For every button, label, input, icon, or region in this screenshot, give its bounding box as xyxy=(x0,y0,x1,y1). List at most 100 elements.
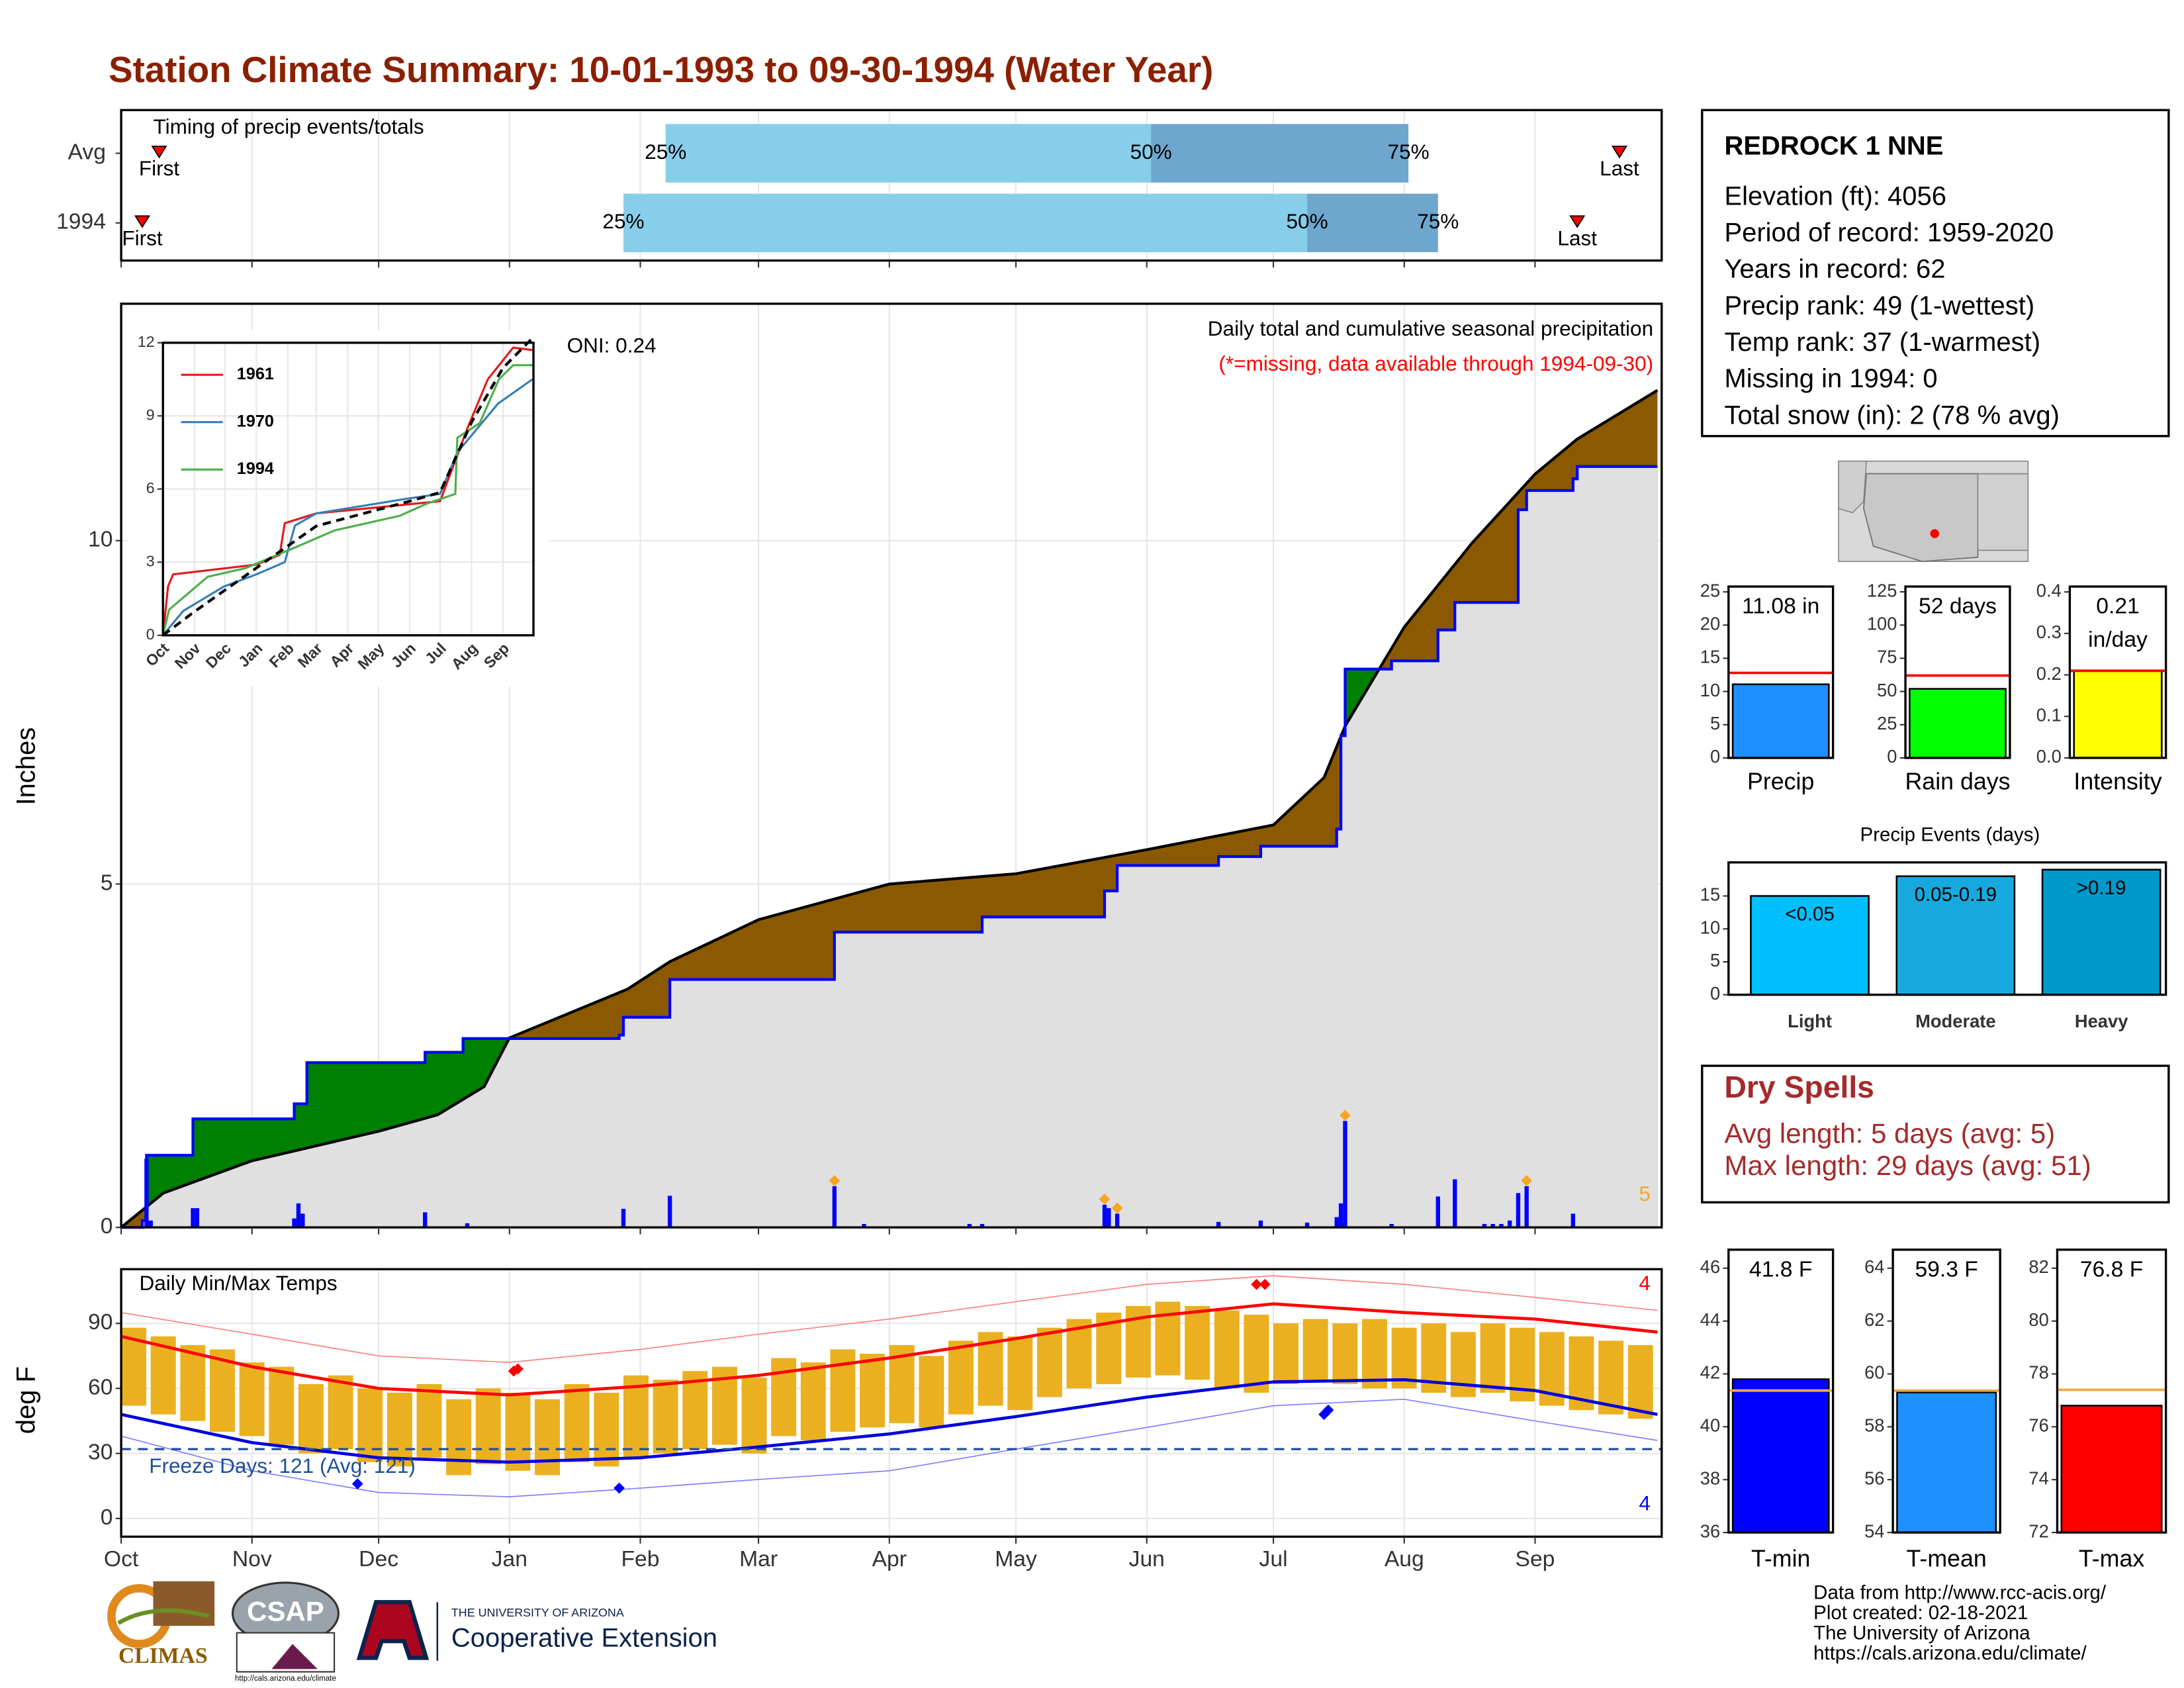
temp-range-bar xyxy=(1036,1327,1062,1397)
y-tick-label: 42 xyxy=(1700,1362,1720,1383)
temp-range-bar xyxy=(682,1371,708,1450)
y-tick-label: 0 xyxy=(146,626,155,643)
temp-range-bar xyxy=(416,1383,442,1458)
y-tick-label: 10 xyxy=(88,528,113,552)
dry-spells-box xyxy=(1701,1064,2170,1203)
temp-range-bar xyxy=(357,1388,383,1462)
point-label: 50% xyxy=(1130,140,1172,164)
temp-range-bar xyxy=(180,1344,206,1421)
station-line: Temp rank: 37 (1-warmest) xyxy=(1724,328,2040,357)
daily-bar xyxy=(191,1208,195,1228)
daily-bar xyxy=(1516,1193,1521,1228)
x-tick-label: Dec xyxy=(359,1547,398,1571)
daily-bar xyxy=(1102,1204,1107,1228)
temp-range-bar xyxy=(1598,1340,1624,1415)
panel-frame xyxy=(120,109,1663,262)
temp-range-bar xyxy=(948,1340,974,1415)
record-high-count: 4 xyxy=(1639,1271,1651,1295)
y-tick-label: 0 xyxy=(1710,983,1720,1004)
annotation: ONI: 0.24 xyxy=(567,333,657,357)
daily-bar xyxy=(979,1223,985,1228)
bin-label: <0.05 xyxy=(1785,904,1835,925)
temp-range-bar xyxy=(475,1388,501,1465)
bar-label: Precip xyxy=(1747,768,1814,794)
station-line: Total snow (in): 2 (78 % avg) xyxy=(1724,400,2059,430)
point-label: First xyxy=(139,156,180,180)
x-tick-label: Moderate xyxy=(1915,1011,1996,1031)
panel-frame xyxy=(120,303,1663,1229)
climas-logo xyxy=(107,1581,215,1648)
point-label: 75% xyxy=(1417,209,1459,233)
x-tick-label: Heavy xyxy=(2075,1011,2128,1031)
quartile-bar xyxy=(665,124,1152,183)
temp-range-bar xyxy=(564,1383,590,1462)
value-label: 0.21 xyxy=(2096,594,2140,619)
daily-bar xyxy=(862,1223,866,1228)
series-line xyxy=(162,378,533,636)
value-bar xyxy=(1896,1391,1997,1534)
record-diamond xyxy=(829,1175,841,1186)
value-label: 59.3 F xyxy=(1915,1257,1978,1282)
station-line: Years in record: 62 xyxy=(1724,255,1945,284)
daily-bar xyxy=(832,1186,837,1228)
cumulative-line xyxy=(121,465,1658,1229)
avg-line xyxy=(120,389,1659,1229)
value-label: in/day xyxy=(2088,628,2148,652)
y-tick-label: 60 xyxy=(1864,1362,1884,1383)
temp-range-bar xyxy=(623,1375,649,1458)
y-tick-label: 74 xyxy=(2028,1468,2048,1488)
daily-bar xyxy=(1115,1213,1120,1228)
panel-frame xyxy=(1904,585,2011,759)
row-label: 1994 xyxy=(56,210,106,234)
panel-title: Daily total and cumulative seasonal prec… xyxy=(1208,316,1653,340)
daily-bar xyxy=(1216,1221,1221,1228)
daily-bar xyxy=(1499,1223,1504,1228)
x-tick-label: Oct xyxy=(104,1547,139,1571)
station-line: Elevation (ft): 4056 xyxy=(1724,181,1946,211)
point-label: 25% xyxy=(602,209,644,233)
temp-range-bar xyxy=(594,1392,619,1467)
y-tick-label: 20 xyxy=(1700,613,1720,633)
quartile-bar xyxy=(623,193,1308,252)
panel-frame xyxy=(2056,1248,2167,1534)
record-diamond xyxy=(1111,1202,1123,1214)
temp-range-bar xyxy=(269,1366,295,1445)
y-tick-label: 0.2 xyxy=(2036,663,2062,684)
record-diamond xyxy=(1322,1404,1334,1416)
temp-range-bar xyxy=(1361,1319,1387,1389)
y-tick-label: 38 xyxy=(1700,1468,1720,1488)
panel-title: Daily Min/Max Temps xyxy=(139,1271,337,1295)
y-tick-label: 6 xyxy=(146,479,155,496)
y-tick-label: 0.0 xyxy=(2036,746,2062,767)
daily-bar xyxy=(144,1158,149,1228)
y-tick-label: 0.3 xyxy=(2036,622,2062,642)
y-tick-label: 80 xyxy=(2028,1309,2048,1330)
event-marker xyxy=(134,215,151,228)
y-tick-label: 25 xyxy=(1700,580,1720,600)
record-diamond xyxy=(351,1478,363,1489)
panel-frame xyxy=(1727,585,1835,759)
temp-range-bar xyxy=(1480,1323,1506,1393)
daily-bar xyxy=(1453,1179,1457,1228)
point-label: 50% xyxy=(1287,209,1328,233)
temp-range-bar xyxy=(298,1383,324,1454)
y-tick-label: 46 xyxy=(1700,1256,1720,1277)
y-tick-label: 5 xyxy=(1710,950,1720,970)
record-diamond xyxy=(1099,1194,1111,1205)
daily-bar xyxy=(423,1212,428,1228)
series-line xyxy=(161,337,534,637)
daily-bar xyxy=(296,1203,301,1228)
daily-bar xyxy=(292,1218,296,1228)
temp-range-bar xyxy=(653,1380,678,1454)
panel-frame xyxy=(120,1268,1663,1538)
value-bar xyxy=(1731,1378,1830,1534)
temp-range-bar xyxy=(860,1354,886,1428)
temp-range-bar xyxy=(1273,1323,1299,1384)
event-marker xyxy=(1611,146,1628,159)
daily-bar xyxy=(1304,1222,1310,1228)
temp-range-bar xyxy=(1302,1319,1328,1380)
temp-line xyxy=(120,1398,1658,1497)
y-axis-label: Inches xyxy=(12,727,41,806)
panel-title: Precip Events (days) xyxy=(1860,824,2040,846)
legend-label: 1970 xyxy=(237,412,274,430)
